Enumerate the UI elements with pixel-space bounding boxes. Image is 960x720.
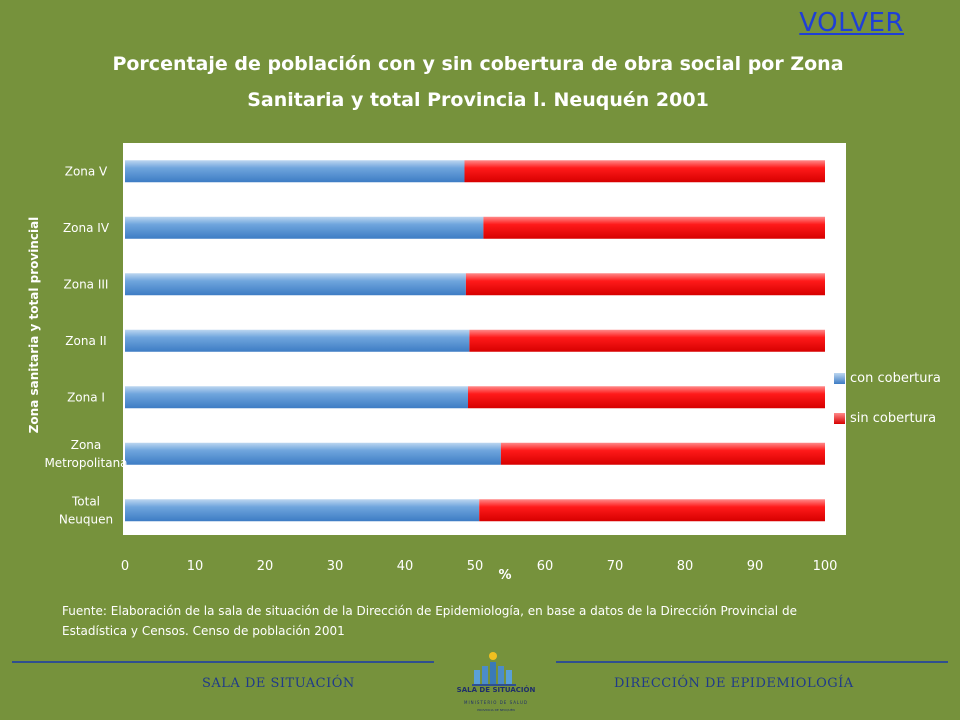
- bar-con-cobertura-1: [125, 216, 484, 239]
- logo-title: SALA DE SITUACIÓN: [456, 686, 536, 694]
- logo-subtitle-2: PROVINCIA DE NEUQUÉN: [477, 708, 515, 712]
- x-tick-label-0: 0: [121, 559, 129, 574]
- chart-title-line-1: Porcentaje de población con y sin cobert…: [112, 53, 844, 75]
- x-tick-label-6: 60: [537, 559, 554, 574]
- bar-sin-cobertura-3: [469, 329, 825, 352]
- x-tick-label-9: 90: [747, 559, 764, 574]
- category-label-6: Total Neuquen: [59, 494, 113, 526]
- category-label-2: Zona III: [64, 277, 109, 291]
- bar-sin-cobertura-6: [479, 499, 825, 522]
- legend-swatch-blue: [834, 372, 845, 384]
- source-note: Fuente: Elaboración de la sala de situac…: [62, 604, 797, 638]
- bar-con-cobertura-2: [125, 273, 466, 296]
- bar-sin-cobertura-1: [483, 216, 825, 239]
- x-tick-label-4: 40: [397, 559, 414, 574]
- bar-con-cobertura-5: [125, 442, 501, 465]
- volver-link[interactable]: VOLVER: [799, 8, 904, 38]
- logo-subtitle: MINISTERIO DE SALUD: [464, 700, 528, 705]
- footer-left-text: SALA DE SITUACIÓN: [202, 676, 355, 691]
- category-label-0: Zona V: [65, 164, 108, 178]
- legend-item-sin-cobertura: sin cobertura: [834, 408, 941, 428]
- bar-con-cobertura-6: [125, 499, 480, 522]
- x-tick-label-3: 30: [327, 559, 344, 574]
- x-axis-label: %: [498, 568, 511, 583]
- category-label-4: Zona I: [67, 390, 105, 404]
- x-tick-label-5: 50: [467, 559, 484, 574]
- x-tick-label-10: 100: [813, 559, 838, 574]
- logo-icon: [472, 652, 516, 686]
- bar-sin-cobertura-4: [468, 386, 825, 409]
- chart-title: Porcentaje de población con y sin cobert…: [60, 46, 896, 118]
- bar-sin-cobertura-2: [465, 273, 825, 296]
- footer-divider-right: [556, 661, 948, 663]
- legend-label: sin cobertura: [850, 410, 937, 426]
- x-tick-label-7: 70: [607, 559, 624, 574]
- chart-title-line-2: Sanitaria y total Provincia l. Neuquén 2…: [247, 89, 709, 111]
- x-tick-label-1: 10: [187, 559, 204, 574]
- bar-sin-cobertura-0: [464, 160, 825, 183]
- footer-divider-left: [12, 661, 434, 663]
- legend-swatch-red: [834, 412, 845, 424]
- legend-item-con-cobertura: con cobertura: [834, 368, 941, 388]
- x-tick-label-8: 80: [677, 559, 694, 574]
- category-label-5: Zona Metropolitana: [44, 438, 127, 470]
- category-label-3: Zona II: [65, 334, 106, 348]
- y-axis-label: Zona sanitaria y total provincial: [27, 217, 41, 434]
- bar-con-cobertura-0: [125, 160, 465, 183]
- bar-con-cobertura-3: [125, 329, 470, 352]
- category-label-1: Zona IV: [63, 221, 110, 235]
- footer-right-text: DIRECCIÓN DE EPIDEMIOLOGÍA: [614, 676, 854, 691]
- bar-con-cobertura-4: [125, 386, 468, 409]
- bar-sin-cobertura-5: [500, 442, 825, 465]
- x-tick-label-2: 20: [257, 559, 274, 574]
- logo: SALA DE SITUACIÓN MINISTERIO DE SALUD PR…: [446, 648, 546, 720]
- chart-legend: con cobertura sin cobertura: [834, 368, 941, 448]
- legend-label: con cobertura: [850, 370, 941, 386]
